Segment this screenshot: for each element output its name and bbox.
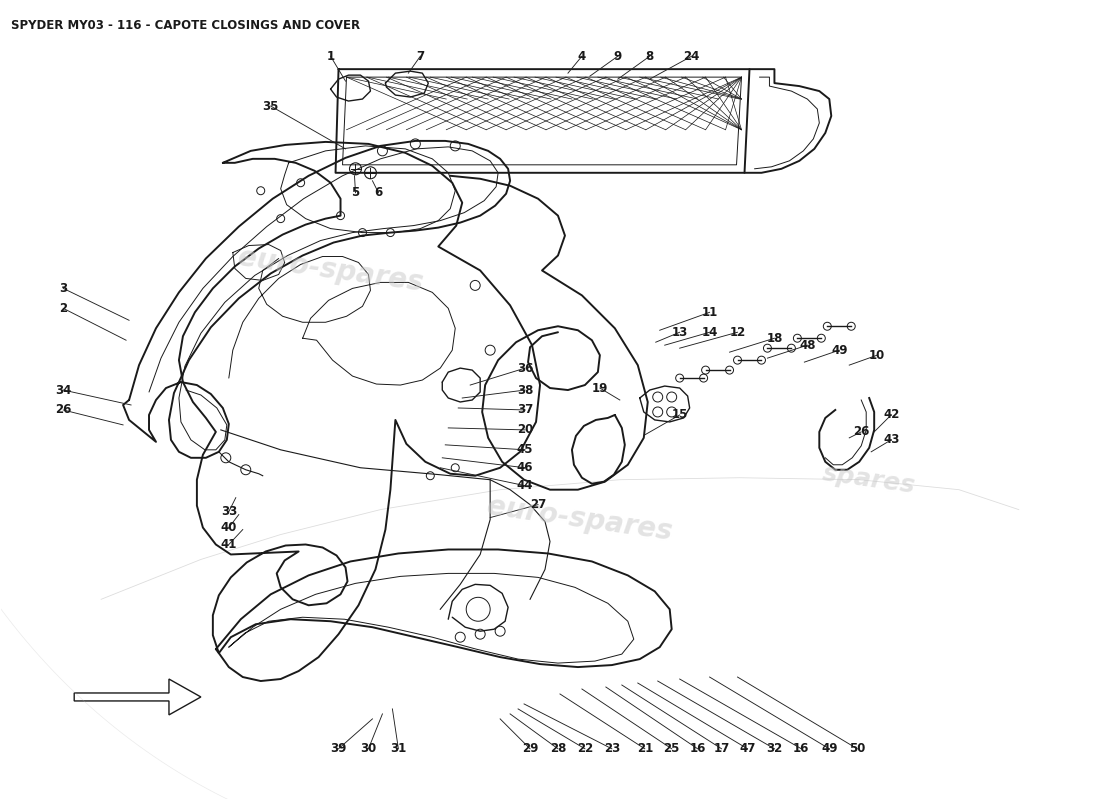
Text: 48: 48 bbox=[799, 338, 815, 352]
Text: 47: 47 bbox=[739, 742, 756, 755]
Text: 1: 1 bbox=[327, 50, 334, 62]
Text: 22: 22 bbox=[576, 742, 593, 755]
Text: 31: 31 bbox=[390, 742, 407, 755]
Text: euro-spares: euro-spares bbox=[485, 493, 674, 546]
Text: 20: 20 bbox=[517, 423, 534, 436]
Text: 15: 15 bbox=[671, 409, 688, 422]
Text: 11: 11 bbox=[702, 306, 717, 319]
Text: 30: 30 bbox=[361, 742, 376, 755]
Text: 7: 7 bbox=[416, 50, 425, 62]
Text: 25: 25 bbox=[663, 742, 680, 755]
Text: 44: 44 bbox=[517, 479, 534, 492]
Text: 5: 5 bbox=[351, 186, 360, 199]
Text: 28: 28 bbox=[550, 742, 566, 755]
Polygon shape bbox=[74, 679, 201, 715]
Text: 49: 49 bbox=[821, 742, 837, 755]
Text: 14: 14 bbox=[702, 326, 718, 338]
Text: 43: 43 bbox=[883, 434, 900, 446]
Text: 17: 17 bbox=[714, 742, 729, 755]
Text: 26: 26 bbox=[852, 426, 869, 438]
Text: 50: 50 bbox=[849, 742, 866, 755]
Text: spares: spares bbox=[821, 462, 917, 498]
Text: 8: 8 bbox=[646, 50, 653, 62]
Text: 45: 45 bbox=[517, 443, 534, 456]
Text: 23: 23 bbox=[604, 742, 620, 755]
Text: 21: 21 bbox=[637, 742, 653, 755]
Text: 37: 37 bbox=[517, 403, 534, 417]
Text: 49: 49 bbox=[830, 344, 847, 357]
Text: 34: 34 bbox=[55, 383, 72, 397]
Text: 10: 10 bbox=[869, 349, 886, 362]
Text: 4: 4 bbox=[578, 50, 586, 62]
Text: 18: 18 bbox=[767, 332, 782, 345]
Text: 13: 13 bbox=[671, 326, 688, 338]
Text: 41: 41 bbox=[221, 538, 236, 551]
Text: 24: 24 bbox=[683, 50, 700, 62]
Text: 42: 42 bbox=[883, 409, 900, 422]
Text: 3: 3 bbox=[59, 282, 67, 295]
Text: 26: 26 bbox=[55, 403, 72, 417]
Text: 36: 36 bbox=[517, 362, 534, 374]
Text: 2: 2 bbox=[59, 302, 67, 315]
Text: 16: 16 bbox=[793, 742, 810, 755]
Text: euro-spares: euro-spares bbox=[236, 243, 425, 298]
Text: 12: 12 bbox=[729, 326, 746, 338]
Text: 39: 39 bbox=[330, 742, 346, 755]
Text: SPYDER MY03 - 116 - CAPOTE CLOSINGS AND COVER: SPYDER MY03 - 116 - CAPOTE CLOSINGS AND … bbox=[11, 19, 361, 32]
Text: 19: 19 bbox=[592, 382, 608, 394]
Text: 35: 35 bbox=[263, 99, 279, 113]
Text: 33: 33 bbox=[221, 505, 236, 518]
Text: 16: 16 bbox=[690, 742, 706, 755]
Text: 27: 27 bbox=[530, 498, 547, 511]
Text: 9: 9 bbox=[614, 50, 622, 62]
Text: 29: 29 bbox=[521, 742, 538, 755]
Text: 38: 38 bbox=[517, 383, 534, 397]
Text: 40: 40 bbox=[221, 521, 236, 534]
Text: 6: 6 bbox=[374, 186, 383, 199]
Text: 46: 46 bbox=[517, 462, 534, 474]
Text: 32: 32 bbox=[767, 742, 782, 755]
